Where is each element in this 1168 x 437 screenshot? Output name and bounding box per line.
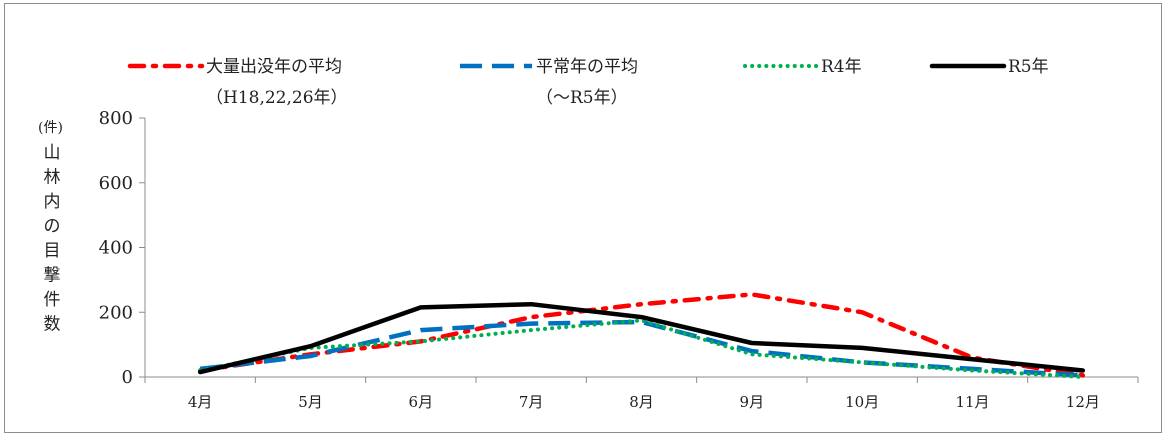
x-tick-label: 9月 <box>740 393 765 411</box>
chart-frame <box>4 3 1162 433</box>
legend: 大量出没年の平均 （H18,22,26年） 平常年の平均 （～R5年） R4年 R5年 <box>127 57 1049 108</box>
x-tick-labels: 4月 5月 6月 7月 8月 9月 10月 11月 12月 <box>144 377 1139 411</box>
y-axis-label-char: の <box>44 217 61 237</box>
y-axis-label-char: 件 <box>44 290 61 310</box>
y-tick-label: 0 <box>122 367 133 388</box>
x-tick-label: 10月 <box>845 393 879 411</box>
x-tick-label: 8月 <box>629 393 654 411</box>
y-axis-label-char: 撃 <box>44 266 61 286</box>
series-line-1 <box>197 292 1086 378</box>
series-line-3 <box>198 318 1085 379</box>
y-axis-label-char: 林 <box>44 168 61 188</box>
y-tick-label: 600 <box>99 173 133 194</box>
x-tick-label: 7月 <box>519 393 544 411</box>
y-tick-label: 200 <box>99 302 133 323</box>
legend-sublabel-1: （H18,22,26年） <box>206 88 348 108</box>
series-lines <box>197 292 1086 379</box>
legend-label-3: R4年 <box>821 57 862 77</box>
legend-label-2: 平常年の平均 <box>536 57 638 77</box>
legend-label-4: R5年 <box>1008 57 1049 77</box>
y-axis-label-char: 山 <box>44 143 61 163</box>
y-axis-label-char: 内 <box>44 192 61 212</box>
x-tick-label: 11月 <box>955 393 989 411</box>
series-line-4 <box>197 301 1086 375</box>
legend-sublabel-2: （～R5年） <box>536 88 628 108</box>
y-tick-label: 800 <box>99 108 133 129</box>
x-tick-label: 6月 <box>409 393 434 411</box>
y-axis-unit: (件) <box>38 120 63 136</box>
x-tick-label: 12月 <box>1066 393 1100 411</box>
chart-axes <box>144 118 1138 378</box>
x-tick-label: 5月 <box>298 393 323 411</box>
y-axis-label-char: 目 <box>44 241 61 261</box>
x-tick-label: 4月 <box>188 393 213 411</box>
legend-label-1: 大量出没年の平均 <box>206 57 342 77</box>
y-tick-label: 400 <box>99 238 133 259</box>
y-tick-labels: 0 200 400 600 800 <box>99 108 145 388</box>
y-axis-label-char: 数 <box>44 315 61 335</box>
